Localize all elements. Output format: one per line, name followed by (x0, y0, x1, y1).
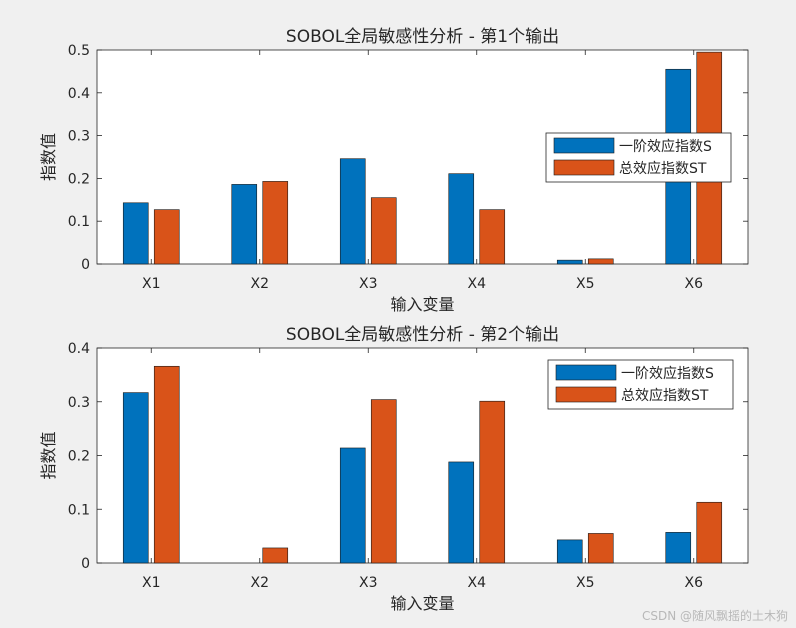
y-tick-label: 0.4 (68, 341, 90, 357)
bar-s (339, 158, 366, 265)
x-axis-label: 输入变量 (390, 594, 454, 613)
x-tick-label: X1 (142, 276, 161, 292)
y-tick-label: 0.3 (68, 129, 90, 145)
bar-s (448, 173, 475, 265)
y-tick-label: 0.3 (68, 395, 90, 411)
x-tick-label: X4 (468, 575, 487, 591)
chart-1: 0 0.1 0.2 0.3 0.4 0.5 X1 X2 X3 X4 X5 X6 SOBOL全局敏感性分析… (39, 27, 749, 314)
legend: 一阶效应指数S 总效应指数ST (547, 359, 734, 410)
bar-s (339, 447, 366, 564)
y-tick-label: 0.1 (68, 214, 90, 230)
y-axis-label: 指数值 (39, 133, 58, 181)
bar-st (153, 209, 180, 265)
legend-swatch (555, 364, 617, 381)
y-tick-label: 0 (81, 556, 90, 572)
legend-label: 一阶效应指数S (621, 365, 714, 382)
bar-st (587, 258, 614, 265)
bar-st (262, 547, 289, 564)
x-tick-label: X6 (685, 276, 704, 292)
x-axis-label: 输入变量 (390, 295, 454, 314)
x-tick-label: X3 (359, 575, 378, 591)
bar-st (479, 209, 506, 265)
chart-title: SOBOL全局敏感性分析 - 第2个输出 (286, 325, 559, 345)
y-tick-label: 0.2 (68, 171, 90, 187)
bar-st (479, 400, 506, 564)
bar-s (556, 539, 583, 564)
bar-st (370, 197, 397, 265)
x-tick-label: X4 (468, 276, 487, 292)
bar-st (587, 533, 614, 564)
legend-label: 总效应指数ST (621, 387, 709, 404)
x-tick-label: X2 (251, 276, 270, 292)
y-tick-label: 0 (81, 257, 90, 273)
chart-title: SOBOL全局敏感性分析 - 第1个输出 (286, 27, 559, 47)
bar-s (122, 392, 149, 564)
y-tick-label: 0.4 (68, 86, 90, 102)
chart-2: 0 0.1 0.2 0.3 0.4 X1 X2 X3 X4 X5 X6 SOBOL全局敏感性分析 - … (39, 325, 749, 613)
y-tick-label: 0.5 (68, 43, 90, 59)
x-tick-label: X5 (576, 276, 595, 292)
legend-swatch (553, 137, 615, 154)
legend-label: 一阶效应指数S (619, 138, 712, 155)
bar-s (556, 259, 583, 265)
x-tick-label: X3 (359, 276, 378, 292)
legend: 一阶效应指数S 总效应指数ST (545, 132, 732, 183)
x-tick-label: X6 (685, 575, 704, 591)
bar-st (696, 501, 723, 564)
x-tick-label: X2 (251, 575, 270, 591)
bar-s (231, 184, 258, 265)
legend-swatch (555, 386, 617, 403)
legend-label: 总效应指数ST (619, 160, 707, 177)
bar-s (448, 461, 475, 564)
watermark: CSDN @随风飘摇的土木狗 (641, 609, 788, 623)
x-tick-label: X1 (142, 575, 161, 591)
bar-st (153, 365, 180, 564)
x-tick-label: X5 (576, 575, 595, 591)
bar-st (370, 399, 397, 564)
y-tick-label: 0.2 (68, 449, 90, 465)
bar-s (122, 202, 149, 265)
y-tick-label: 0.1 (68, 502, 90, 518)
bar-st (262, 181, 289, 265)
y-axis-label: 指数值 (39, 431, 58, 479)
legend-swatch (553, 159, 615, 176)
bar-s (665, 532, 692, 564)
